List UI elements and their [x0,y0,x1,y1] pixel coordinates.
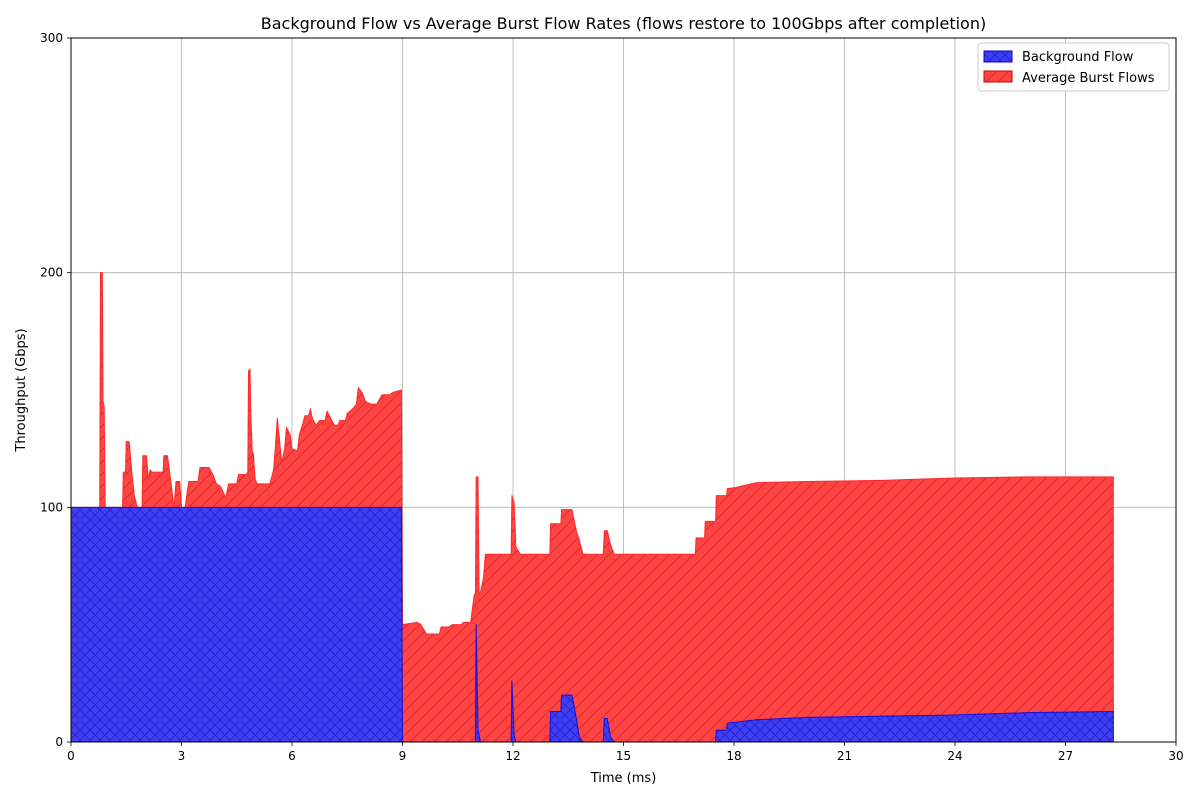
x-tick-label: 9 [399,749,407,763]
x-tick-label: 21 [837,749,852,763]
x-tick-label: 12 [505,749,520,763]
x-tick-label: 0 [67,749,75,763]
legend: Background Flow Average Burst Flows [977,42,1170,92]
x-tick-label: 15 [616,749,631,763]
x-tick-label: 27 [1058,749,1073,763]
legend-frame [977,42,1170,92]
y-tick-label: 300 [40,31,63,45]
y-axis-label: Throughput (Gbps) [14,328,29,452]
x-tick-label: 24 [947,749,962,763]
chart-title: Background Flow vs Average Burst Flow Ra… [261,14,986,33]
y-tick-label: 100 [40,500,63,514]
x-tick-label: 18 [726,749,741,763]
x-tick-label: 6 [288,749,296,763]
x-tick-label: 3 [178,749,186,763]
legend-label-background: Background Flow [1022,50,1134,65]
series-area-background-flow [71,506,1114,742]
plot-areas [71,272,1114,742]
legend-swatch-background [983,50,1013,63]
y-tick-label: 200 [40,266,63,280]
y-tick-label: 0 [55,735,63,749]
x-axis-label: Time (ms) [590,771,657,786]
legend-label-burst: Average Burst Flows [1022,71,1155,86]
x-tick-label: 30 [1168,749,1183,763]
legend-swatch-burst [983,70,1013,83]
